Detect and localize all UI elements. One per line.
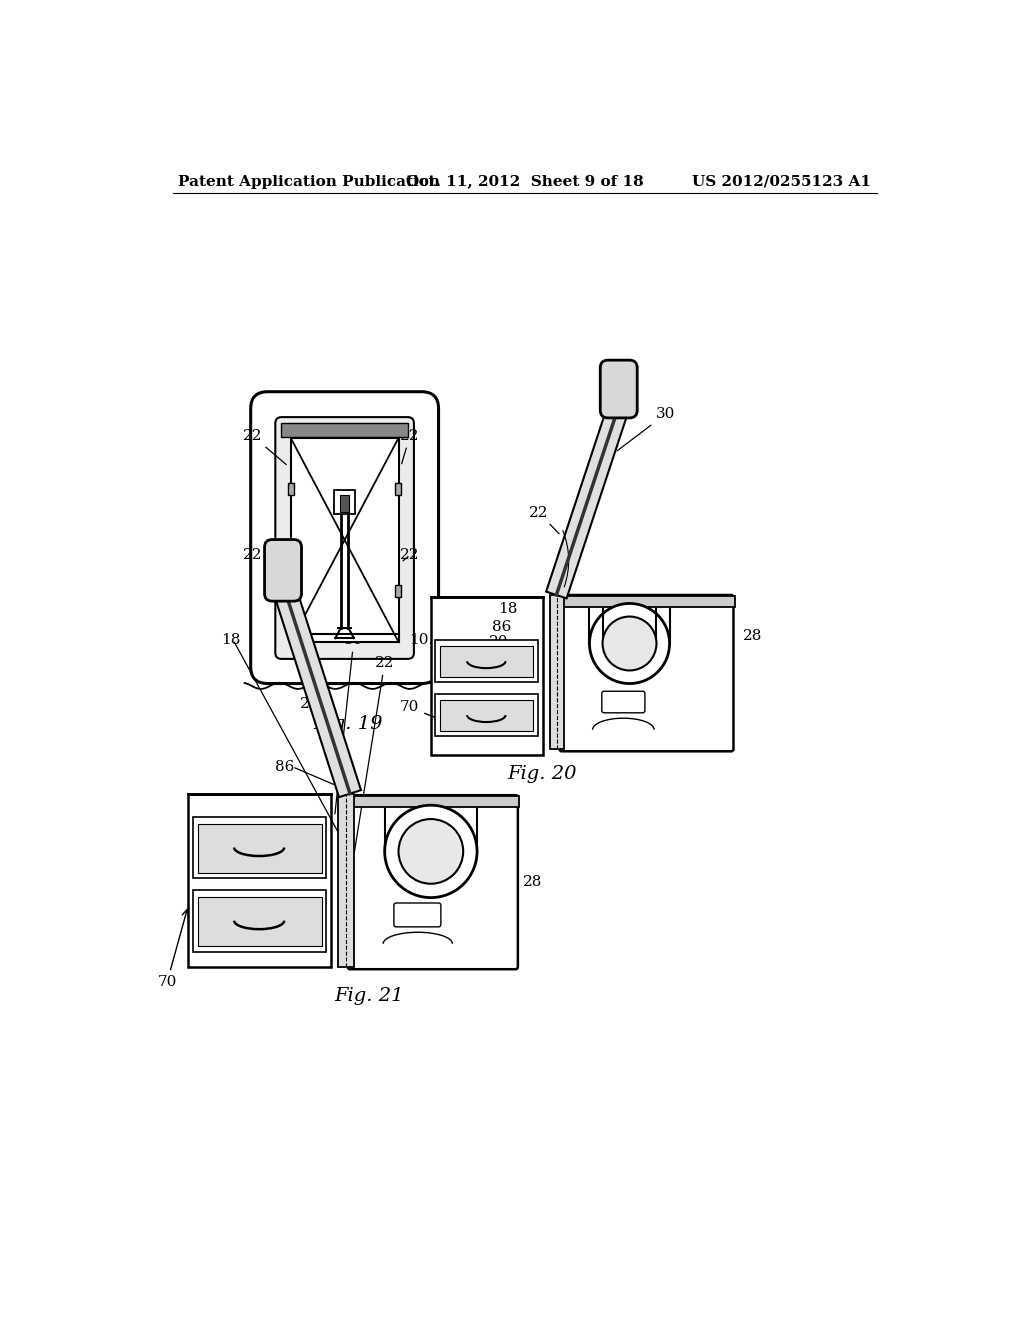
Bar (289, 585, 294, 597)
FancyBboxPatch shape (600, 360, 637, 418)
Bar (431, 597, 543, 755)
Bar (558, 595, 735, 607)
Circle shape (602, 616, 656, 671)
Text: 86: 86 (493, 619, 512, 634)
Text: 20: 20 (300, 697, 319, 710)
Circle shape (398, 818, 463, 884)
Bar (198, 824, 322, 873)
Circle shape (385, 805, 477, 898)
FancyBboxPatch shape (264, 540, 301, 601)
Text: 18: 18 (221, 632, 241, 647)
FancyBboxPatch shape (275, 417, 414, 659)
Text: 30: 30 (617, 407, 676, 451)
Bar (193, 890, 326, 952)
Text: 28: 28 (742, 628, 762, 643)
Text: 22: 22 (243, 548, 286, 562)
Text: Patent Application Publication: Patent Application Publication (178, 174, 440, 189)
Text: 22: 22 (400, 429, 420, 463)
Bar (440, 700, 534, 731)
Bar (435, 640, 538, 682)
FancyBboxPatch shape (559, 595, 733, 751)
Polygon shape (273, 586, 361, 797)
FancyBboxPatch shape (348, 795, 518, 969)
Circle shape (590, 603, 670, 684)
Text: 18: 18 (498, 602, 517, 616)
Text: 20: 20 (488, 635, 508, 649)
Bar (339, 793, 354, 966)
Bar (282, 424, 408, 437)
Text: Oct. 11, 2012  Sheet 9 of 18: Oct. 11, 2012 Sheet 9 of 18 (406, 174, 644, 189)
Text: US 2012/0255123 A1: US 2012/0255123 A1 (692, 174, 871, 189)
Text: 28: 28 (523, 875, 543, 890)
Bar (198, 896, 322, 946)
Bar (291, 438, 398, 642)
Text: 26: 26 (283, 536, 309, 550)
Text: Fig. 20: Fig. 20 (508, 766, 578, 783)
FancyBboxPatch shape (251, 392, 438, 684)
Text: 22: 22 (529, 506, 559, 533)
Bar (188, 793, 331, 966)
Bar (334, 490, 355, 515)
Bar (395, 483, 400, 495)
Bar (346, 796, 519, 807)
Text: 26: 26 (607, 364, 627, 379)
Text: 30: 30 (335, 632, 364, 814)
Bar (289, 483, 294, 495)
Text: 22: 22 (354, 656, 394, 853)
Text: Fig. 19: Fig. 19 (313, 715, 383, 734)
Text: Fig. 21: Fig. 21 (335, 987, 404, 1005)
FancyBboxPatch shape (394, 903, 441, 927)
Bar (435, 693, 538, 737)
Bar (395, 585, 400, 597)
Text: 22: 22 (400, 548, 420, 562)
Bar (340, 495, 349, 512)
Text: 70: 70 (400, 700, 458, 727)
Bar (550, 595, 564, 748)
Text: 70: 70 (158, 909, 188, 989)
Bar (193, 817, 326, 878)
Bar (440, 645, 534, 677)
Text: 10.: 10. (409, 632, 466, 661)
FancyBboxPatch shape (602, 692, 645, 713)
Text: 22: 22 (243, 429, 287, 465)
Text: 86: 86 (275, 760, 295, 774)
Polygon shape (546, 403, 629, 598)
